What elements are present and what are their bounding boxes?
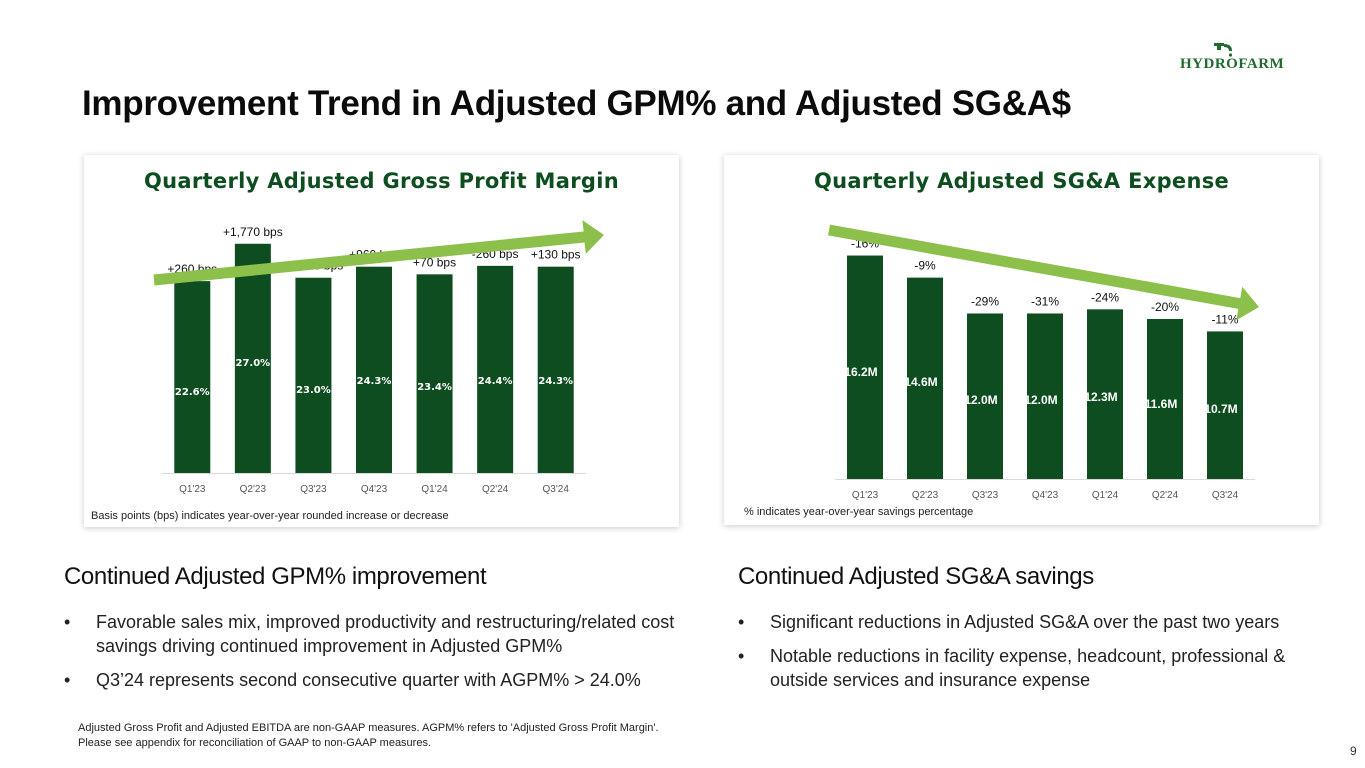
sga-bar-chart: 16.2M-16%Q1'2314.6M-9%Q2'2312.0M-29%Q3'2… [828, 224, 1259, 501]
gpm-bullet-list: Favorable sales mix, improved productivi… [64, 610, 684, 702]
sga-value-label: 11.6M [1145, 397, 1178, 411]
sga-annotation-label: -9% [914, 259, 936, 273]
gpm-bar [416, 274, 453, 473]
sga-chart-title: Quarterly Adjusted SG&A Expense [813, 169, 1230, 193]
sga-tick-label: Q2'24 [1152, 490, 1179, 501]
sga-tick-label: Q3'24 [1212, 490, 1239, 501]
gpm-chart-note: Basis points (bps) indicates year-over-y… [91, 510, 449, 522]
sga-bar [1147, 319, 1183, 479]
page-number: 9 [1350, 744, 1357, 758]
sga-annotation-label: -31% [1031, 294, 1059, 308]
sga-annotation-label: -20% [1151, 300, 1179, 314]
sga-tick-label: Q2'23 [912, 490, 939, 501]
sga-bar [847, 255, 883, 479]
sga-trend-arrow [828, 224, 1259, 321]
gpm-bar [356, 266, 392, 473]
sga-annotation-label: -29% [971, 294, 999, 308]
sga-value-label: 12.0M [1024, 393, 1057, 407]
sga-value-label: 12.0M [964, 393, 997, 407]
footnote: Adjusted Gross Profit and Adjusted EBITD… [78, 721, 659, 751]
gpm-tick-label: Q3'23 [300, 484, 327, 495]
sga-bar [907, 277, 943, 479]
gpm-value-label: 27.0% [236, 358, 271, 369]
sga-tick-label: Q1'23 [852, 490, 879, 501]
logo-text: HYDROFARM [1180, 56, 1285, 72]
gpm-chart-panel: Quarterly Adjusted Gross Profit Margin 2… [84, 155, 679, 527]
gpm-value-label: 24.4% [478, 376, 513, 387]
sga-tick-label: Q3'23 [972, 490, 999, 501]
gpm-trend-arrow [153, 220, 604, 286]
gpm-bar [234, 243, 271, 473]
gpm-bullet-1: Favorable sales mix, improved productivi… [64, 610, 684, 658]
sga-bullet-2: Notable reductions in facility expense, … [738, 644, 1328, 692]
gpm-tick-label: Q3'24 [543, 484, 570, 495]
sga-chart-note: % indicates year-over-year savings perce… [744, 506, 974, 518]
gpm-tick-label: Q2'24 [482, 484, 509, 495]
sga-annotation-label: -24% [1091, 290, 1119, 304]
gpm-annotation-label: +70 bps [413, 255, 456, 269]
page-title: Improvement Trend in Adjusted GPM% and A… [82, 84, 1071, 123]
gpm-section-heading: Continued Adjusted GPM% improvement [64, 563, 487, 590]
sga-value-label: 10.7M [1204, 402, 1237, 416]
hydrofarm-logo: HYDROFARM [1180, 40, 1290, 74]
gpm-tick-label: Q2'23 [240, 484, 267, 495]
gpm-tick-label: Q1'23 [179, 484, 206, 495]
sga-bullet-1: Significant reductions in Adjusted SG&A … [738, 610, 1328, 634]
sga-chart-panel: Quarterly Adjusted SG&A Expense 16.2M -16… [724, 155, 1319, 525]
sga-bar [1087, 309, 1123, 479]
footnote-line-2: Please see appendix for reconciliation o… [78, 737, 432, 749]
gpm-value-label: 23.4% [417, 382, 452, 393]
sga-annotation-label: -11% [1211, 312, 1238, 326]
sga-tick-label: Q4'23 [1032, 490, 1059, 501]
gpm-bullet-2: Q3’24 represents second consecutive quar… [64, 668, 684, 692]
faucet-icon [1214, 43, 1233, 57]
gpm-tick-label: Q4'23 [361, 484, 388, 495]
sga-bar [967, 313, 1003, 479]
gpm-bar [174, 281, 211, 473]
gpm-bar [537, 266, 574, 473]
sga-value-label: 12.3M [1084, 390, 1117, 404]
sga-bar [1027, 313, 1063, 479]
sga-bar [1207, 331, 1243, 479]
sga-value-label: 14.6M [904, 375, 937, 389]
gpm-value-label: 24.3% [538, 376, 573, 387]
gpm-value-label: 24.3% [357, 376, 392, 387]
gpm-annotation-label: +1,770 bps [223, 225, 283, 239]
gpm-bar [295, 277, 332, 473]
footnote-line-1: Adjusted Gross Profit and Adjusted EBITD… [78, 722, 659, 734]
sga-bullet-list: Significant reductions in Adjusted SG&A … [738, 610, 1328, 702]
gpm-chart-title: Quarterly Adjusted Gross Profit Margin [144, 169, 619, 193]
sga-tick-label: Q1'24 [1092, 490, 1119, 501]
gpm-annotation-label: +130 bps [531, 248, 581, 262]
gpm-bar [477, 265, 514, 473]
gpm-value-label: 23.0% [296, 385, 331, 396]
gpm-tick-label: Q1'24 [421, 484, 448, 495]
sga-section-heading: Continued Adjusted SG&A savings [738, 563, 1094, 590]
gpm-value-label: 22.6% [175, 387, 210, 398]
sga-value-label: 16.2M [844, 365, 877, 379]
